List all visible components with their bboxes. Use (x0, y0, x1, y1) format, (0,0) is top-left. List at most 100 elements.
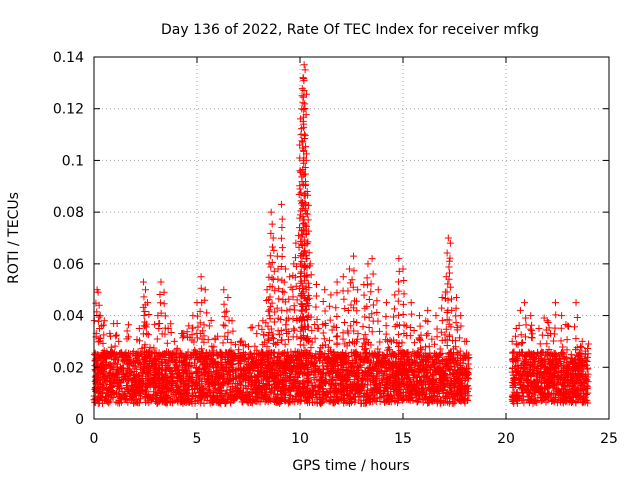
roti-spike-point (369, 301, 377, 309)
roti-point (327, 291, 335, 299)
roti-noise-point (462, 371, 470, 379)
roti-noise-point (129, 361, 137, 369)
roti-spike-point (446, 283, 454, 291)
roti-noise-point (146, 393, 154, 401)
roti-noise-point (393, 387, 401, 395)
roti-noise-point (416, 358, 424, 366)
roti-spike-point (144, 331, 152, 339)
roti-spike-point (277, 263, 285, 271)
roti-spike-point (299, 282, 307, 290)
roti-noise-point (386, 366, 394, 374)
roti-noise-point (577, 390, 585, 398)
roti-noise-point (110, 355, 118, 363)
roti-noise-point (246, 395, 254, 403)
roti-noise-point (438, 376, 446, 384)
roti-noise-point (538, 378, 546, 386)
roti-spike-point (189, 324, 197, 332)
roti-noise-point (220, 373, 228, 381)
roti-point (321, 286, 329, 294)
roti-noise-point (583, 365, 591, 373)
roti-spike-point (395, 267, 403, 275)
roti-spike-point (457, 322, 465, 330)
roti-spike-point (433, 325, 441, 333)
roti-noise-point (112, 398, 120, 406)
roti-noise-point (197, 393, 205, 401)
roti-noise-point (434, 353, 442, 361)
roti-point (364, 260, 372, 268)
roti-noise-point (126, 357, 134, 365)
roti-noise-point (548, 378, 556, 386)
roti-noise-point (203, 355, 211, 363)
roti-noise-point (511, 374, 519, 382)
roti-spike-point (422, 331, 430, 339)
roti-point (94, 288, 102, 296)
roti-spike-point (369, 270, 377, 278)
roti-spike-point (354, 330, 362, 338)
roti-noise-point (339, 349, 347, 357)
roti-spike-point (266, 252, 274, 260)
roti-noise-point (121, 353, 129, 361)
roti-noise-point (437, 363, 445, 371)
roti-point (301, 66, 309, 74)
roti-noise-point (531, 398, 539, 406)
roti-noise-point (316, 399, 324, 407)
roti-point (424, 306, 432, 314)
roti-noise-point (283, 354, 291, 362)
roti-spike-point (302, 150, 310, 158)
roti-noise-point (354, 363, 362, 371)
roti-spike-point (196, 329, 204, 337)
roti-noise-point (513, 353, 521, 361)
roti-noise-point (259, 371, 267, 379)
roti-noise-point (99, 355, 107, 363)
roti-spike-point (290, 326, 298, 334)
roti-spike-point (291, 254, 299, 262)
roti-noise-point (311, 321, 319, 329)
roti-noise-point (580, 398, 588, 406)
roti-noise-point (319, 370, 327, 378)
roti-spike-point (368, 328, 376, 336)
roti-noise-point (206, 388, 214, 396)
roti-spike-point (268, 334, 276, 342)
roti-noise-point (118, 375, 126, 383)
roti-noise-point (560, 361, 568, 369)
roti-noise-point (145, 347, 153, 355)
roti-noise-point (285, 362, 293, 370)
roti-spike-point (390, 313, 398, 321)
roti-spike-point (303, 333, 311, 341)
roti-noise-point (113, 350, 121, 358)
roti-spike-point (400, 277, 408, 285)
roti-spike-point (312, 303, 320, 311)
roti-noise-point (95, 386, 103, 394)
roti-noise-point (277, 351, 285, 359)
roti-noise-point (312, 364, 320, 372)
roti-noise-point (131, 352, 139, 360)
roti-noise-point (422, 390, 430, 398)
roti-spike-point (223, 307, 231, 315)
roti-noise-point (379, 392, 387, 400)
roti-spike-point (451, 337, 459, 345)
roti-spike-point (341, 304, 349, 312)
roti-noise-point (261, 384, 269, 392)
roti-noise-point (264, 355, 272, 363)
roti-noise-point (251, 392, 259, 400)
roti-spike-point (544, 332, 552, 340)
roti-noise-point (300, 377, 308, 385)
roti-spike-point (333, 313, 341, 321)
roti-spike-point (274, 275, 282, 283)
roti-spike-point (353, 318, 361, 326)
roti-noise-point (442, 367, 450, 375)
roti-spike-point (184, 333, 192, 341)
data-points (90, 61, 592, 407)
roti-noise-point (159, 350, 167, 358)
roti-noise-point (575, 393, 583, 401)
roti-spike-point (332, 304, 340, 312)
roti-noise-point (548, 397, 556, 405)
roti-noise-point (582, 391, 590, 399)
roti-noise-point (106, 329, 114, 337)
roti-noise-point (453, 354, 461, 362)
roti-noise-point (224, 355, 232, 363)
roti-spike-point (301, 306, 309, 314)
roti-noise-point (107, 384, 115, 392)
roti-noise-point (379, 361, 387, 369)
roti-spike-point (297, 237, 305, 245)
